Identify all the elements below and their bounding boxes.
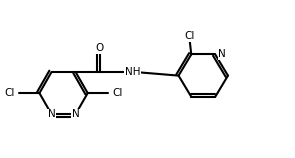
- Text: Cl: Cl: [4, 88, 15, 98]
- Text: N: N: [72, 109, 79, 119]
- Text: Cl: Cl: [185, 31, 195, 41]
- Text: Cl: Cl: [112, 88, 123, 98]
- Text: O: O: [95, 43, 104, 53]
- Text: NH: NH: [125, 67, 140, 77]
- Text: N: N: [218, 49, 226, 59]
- Text: N: N: [48, 109, 55, 119]
